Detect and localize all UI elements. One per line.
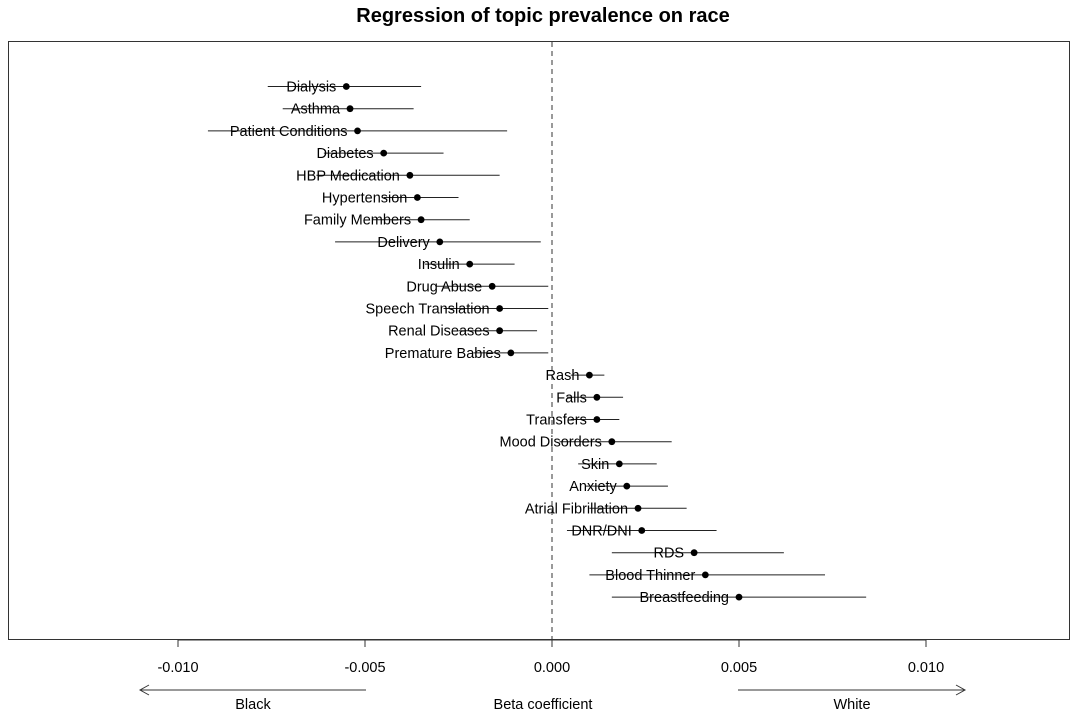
point-estimate-renal-diseases bbox=[496, 327, 504, 335]
plot-frame bbox=[8, 41, 1070, 640]
direction-label-right: White bbox=[833, 697, 870, 713]
point-label-falls: Falls bbox=[556, 390, 587, 406]
point-label-asthma: Asthma bbox=[291, 102, 341, 118]
x-tick-label: -0.005 bbox=[344, 660, 385, 676]
point-estimate-speech-translation bbox=[496, 305, 504, 312]
point-estimate-falls bbox=[593, 393, 601, 401]
point-label-patient-conditions: Patient Conditions bbox=[230, 124, 348, 140]
point-estimate-hbp-medication bbox=[406, 171, 414, 179]
point-estimate-blood-thinner bbox=[701, 571, 709, 579]
point-estimate-breastfeeding bbox=[735, 593, 743, 601]
point-label-atrial-fibrillation: Atrial Fibrillation bbox=[525, 501, 628, 517]
point-label-diabetes: Diabetes bbox=[316, 146, 373, 162]
point-label-hbp-medication: HBP Medication bbox=[296, 168, 400, 184]
point-label-dnr-dni: DNR/DNI bbox=[571, 524, 631, 540]
point-estimate-patient-conditions bbox=[354, 127, 361, 135]
point-estimate-insulin bbox=[466, 260, 474, 268]
point-estimate-dnr-dni bbox=[638, 527, 646, 534]
point-label-renal-diseases: Renal Diseases bbox=[388, 324, 490, 340]
point-label-rash: Rash bbox=[546, 368, 580, 384]
point-label-family-members: Family Members bbox=[304, 213, 411, 229]
arrow-left-head bbox=[138, 684, 150, 696]
point-label-dialysis: Dialysis bbox=[286, 80, 336, 96]
point-label-anxiety: Anxiety bbox=[569, 479, 617, 495]
point-estimate-drug-abuse bbox=[488, 282, 496, 290]
point-estimate-delivery bbox=[436, 238, 444, 246]
chart-title: Regression of topic prevalence on race bbox=[356, 5, 729, 27]
point-estimate-transfers bbox=[593, 416, 601, 423]
x-tick-label: -0.010 bbox=[157, 660, 198, 676]
point-estimate-anxiety bbox=[623, 482, 631, 490]
point-estimate-skin bbox=[615, 460, 623, 468]
x-tick-label: 0.010 bbox=[908, 660, 944, 676]
point-estimate-asthma bbox=[346, 105, 354, 113]
point-label-drug-abuse: Drug Abuse bbox=[406, 279, 482, 295]
point-estimate-dialysis bbox=[342, 83, 350, 90]
x-tick-label: 0.005 bbox=[721, 660, 757, 676]
point-label-rds: RDS bbox=[653, 546, 684, 562]
point-label-skin: Skin bbox=[581, 457, 609, 473]
point-estimate-family-members bbox=[417, 216, 425, 224]
point-label-breastfeeding: Breastfeeding bbox=[640, 590, 729, 606]
x-axis-label: Beta coefficient bbox=[494, 697, 593, 713]
point-label-delivery: Delivery bbox=[377, 235, 430, 251]
point-estimate-premature-babies bbox=[507, 349, 515, 357]
point-estimate-diabetes bbox=[380, 149, 388, 157]
point-label-insulin: Insulin bbox=[418, 257, 460, 273]
direction-label-left: Black bbox=[235, 697, 271, 713]
point-estimate-mood-disorders bbox=[608, 438, 616, 446]
arrow-right-head bbox=[955, 684, 967, 696]
point-label-blood-thinner: Blood Thinner bbox=[605, 568, 695, 584]
point-estimate-hypertension bbox=[413, 194, 421, 201]
point-label-premature-babies: Premature Babies bbox=[385, 346, 501, 362]
point-label-transfers: Transfers bbox=[526, 413, 587, 429]
point-label-hypertension: Hypertension bbox=[322, 191, 407, 207]
point-estimate-rash bbox=[586, 371, 593, 379]
point-label-mood-disorders: Mood Disorders bbox=[499, 435, 601, 451]
x-tick-label: 0.000 bbox=[534, 660, 570, 676]
point-label-speech-translation: Speech Translation bbox=[365, 302, 489, 318]
plot-layer: Dialysis Asthma Patient Conditions Diabetes… bbox=[207, 42, 867, 639]
x-axis: -0.010 -0.005 0.000 0.005 0.010 bbox=[138, 639, 967, 696]
point-estimate-atrial-fibrillation bbox=[634, 504, 642, 512]
point-estimate-rds bbox=[690, 549, 698, 557]
